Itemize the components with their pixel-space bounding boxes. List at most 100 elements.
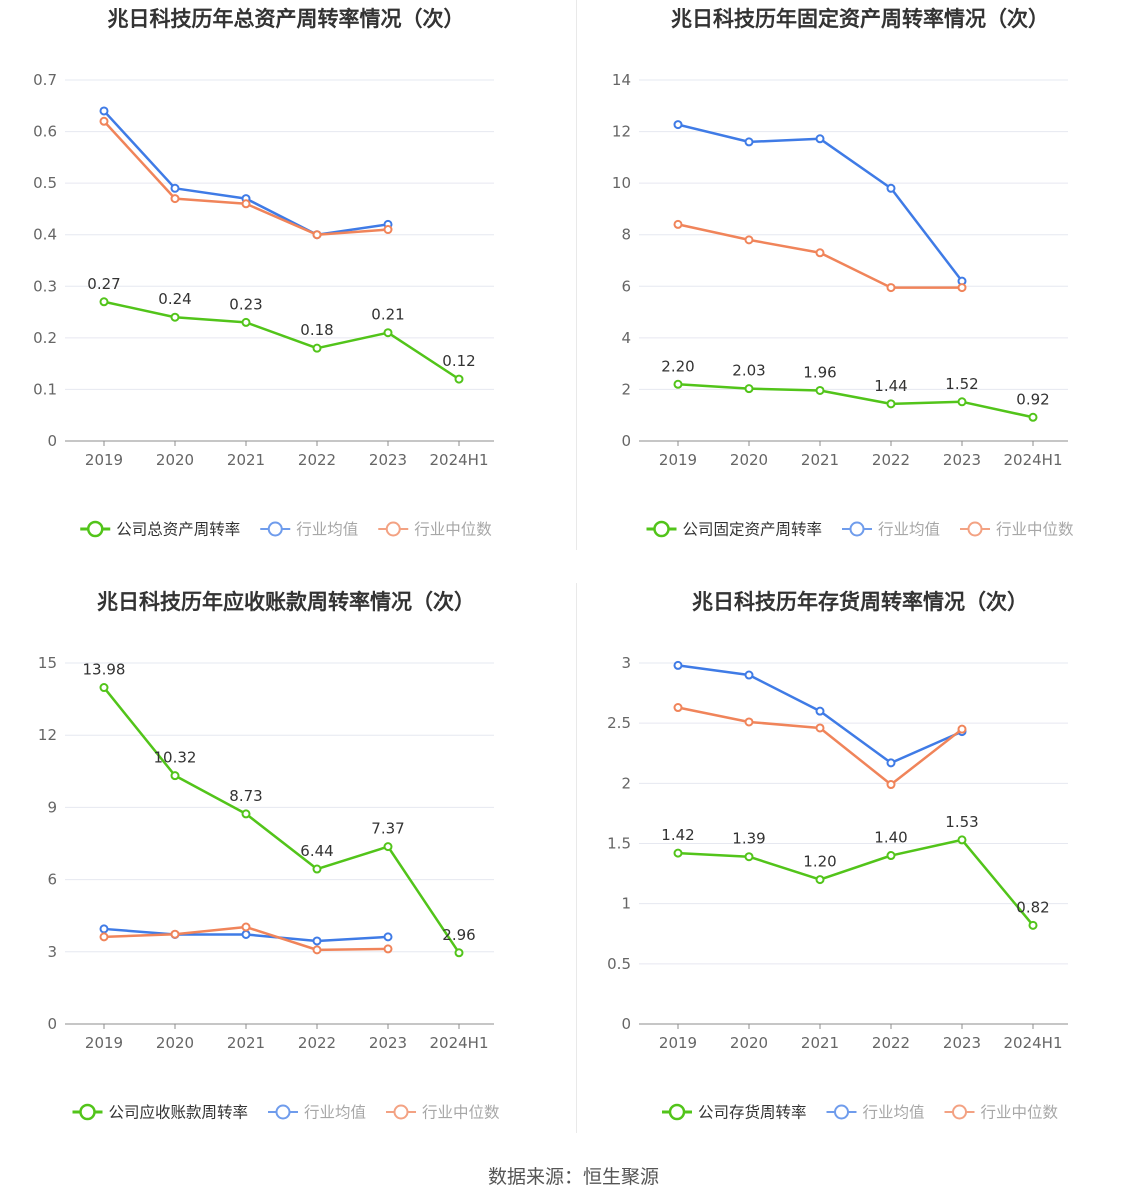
y-tick-label: 3	[47, 943, 57, 961]
data-label: 0.21	[371, 306, 404, 324]
y-tick-label: 2	[621, 774, 631, 792]
data-point-company	[957, 397, 967, 407]
x-tick-label: 2021	[801, 1034, 839, 1052]
x-tick-label: 2022	[872, 451, 910, 469]
data-point-company	[312, 864, 322, 874]
divider-bottom	[576, 583, 577, 1133]
legend: 公司总资产周转率 行业均值 行业中位数	[80, 521, 492, 539]
legend-circle-icon	[834, 1104, 849, 1120]
data-label: 2.20	[661, 357, 694, 375]
data-point-median	[815, 248, 825, 258]
chart-inventory-turnover: 兆日科技历年存货周转率情况（次） 0 0.5 1 1.5 2 2.5 3 2019 2020 202…	[574, 583, 1147, 1166]
x-tick-label: 2020	[156, 1034, 194, 1052]
chart-svg: 兆日科技历年应收账款周转率情况（次） 0 3 6 9 12 15 2019 2020 2021 20…	[38, 590, 500, 1122]
legend-circle-icon	[849, 521, 865, 537]
legend-item-avg: 行业均值	[826, 1104, 925, 1122]
data-point-company	[454, 948, 464, 958]
data-point-avg	[383, 932, 393, 942]
y-tick-label: 0.6	[33, 123, 57, 141]
data-point-median	[383, 225, 393, 235]
x-tick-label: 2024H1	[1004, 451, 1063, 469]
data-point-median	[886, 283, 896, 293]
data-point-company	[886, 399, 896, 409]
legend-item-company: 公司存货周转率	[662, 1104, 807, 1122]
series-line-company	[103, 300, 460, 381]
series-line-avg	[103, 110, 389, 236]
data-point-company	[241, 317, 251, 327]
legend-circle-icon	[385, 521, 401, 537]
x-tick-label: 2024H1	[430, 451, 489, 469]
data-point-median	[241, 922, 251, 932]
data-point-median	[815, 723, 825, 733]
x-tick-label: 2023	[369, 451, 407, 469]
legend-label: 公司固定资产周转率	[683, 521, 823, 539]
data-label: 2.03	[732, 362, 765, 380]
series-line-company	[677, 383, 1034, 419]
legend-label: 行业均值	[296, 521, 358, 539]
series-line-company	[677, 838, 1034, 927]
data-point-company	[170, 771, 180, 781]
legend-item-avg: 行业均值	[260, 521, 358, 539]
legend-label: 行业中位数	[414, 521, 492, 539]
legend-label: 公司应收账款周转率	[109, 1103, 249, 1122]
data-label: 1.20	[803, 853, 836, 871]
legend-circle-icon	[393, 1104, 409, 1120]
data-label: 0.18	[300, 321, 333, 339]
x-tick-label: 2023	[943, 451, 981, 469]
legend-circle-icon	[87, 520, 104, 538]
data-point-median	[383, 944, 393, 954]
data-point-company	[886, 851, 896, 861]
y-tick-label: 14	[612, 71, 631, 89]
x-tick-label: 2022	[298, 451, 336, 469]
data-label: 1.42	[661, 826, 694, 844]
data-point-median	[170, 194, 180, 204]
y-tick-label: 6	[47, 871, 57, 889]
data-label: 1.39	[732, 830, 765, 848]
data-point-company	[744, 384, 754, 394]
x-tick-label: 2019	[659, 1034, 697, 1052]
legend-label: 行业均值	[863, 1104, 925, 1122]
data-label: 0.12	[442, 352, 475, 370]
x-tick-label: 2022	[298, 1034, 336, 1052]
divider-top	[576, 0, 577, 550]
legend-circle-icon	[668, 1103, 686, 1121]
legend-item-company: 公司应收账款周转率	[72, 1103, 249, 1122]
legend-label: 行业中位数	[996, 521, 1074, 539]
data-point-median	[99, 932, 109, 942]
y-tick-label: 0.1	[33, 380, 57, 398]
y-tick-label: 0	[621, 1015, 631, 1033]
y-tick-label: 8	[621, 226, 631, 244]
legend-label: 公司存货周转率	[698, 1104, 807, 1122]
chart-title: 兆日科技历年存货周转率情况（次）	[692, 590, 1028, 614]
y-tick-label: 1.5	[607, 835, 631, 853]
data-label: 0.27	[87, 275, 120, 293]
data-point-median	[170, 929, 180, 939]
series-line-avg	[677, 123, 963, 282]
chart-svg: 兆日科技历年固定资产周转率情况（次） 0 2 4 6 8 10 12 14 2019 2020 202…	[612, 7, 1074, 539]
data-point-company	[454, 374, 464, 384]
legend-item-median: 行业中位数	[378, 521, 492, 539]
data-point-median	[673, 703, 683, 713]
y-tick-label: 0.5	[607, 955, 631, 973]
chart-svg: 兆日科技历年总资产周转率情况（次） 0 0.1 0.2 0.3 0.4 0.5 0.6 0.7 2…	[33, 7, 494, 539]
data-point-company	[744, 852, 754, 862]
legend-circle-icon	[267, 521, 283, 537]
y-tick-label: 15	[38, 654, 57, 672]
x-tick-label: 2024H1	[430, 1034, 489, 1052]
data-label: 8.73	[229, 787, 262, 805]
data-point-company	[383, 842, 393, 852]
legend: 公司存货周转率 行业均值 行业中位数	[662, 1104, 1059, 1122]
data-point-median	[957, 283, 967, 293]
data-label: 1.52	[945, 375, 978, 393]
chart-fixed-asset-turnover: 兆日科技历年固定资产周转率情况（次） 0 2 4 6 8 10 12 14 2019 2020 202…	[574, 0, 1147, 583]
y-tick-label: 4	[621, 329, 631, 347]
x-tick-label: 2019	[85, 451, 123, 469]
legend-label: 行业均值	[878, 521, 940, 539]
data-point-median	[241, 199, 251, 209]
legend-circle-icon	[653, 520, 670, 538]
data-point-avg	[886, 758, 896, 768]
y-tick-label: 0.7	[33, 71, 57, 89]
data-point-median	[312, 230, 322, 240]
x-tick-label: 2023	[943, 1034, 981, 1052]
legend-item-avg: 行业均值	[842, 521, 940, 539]
